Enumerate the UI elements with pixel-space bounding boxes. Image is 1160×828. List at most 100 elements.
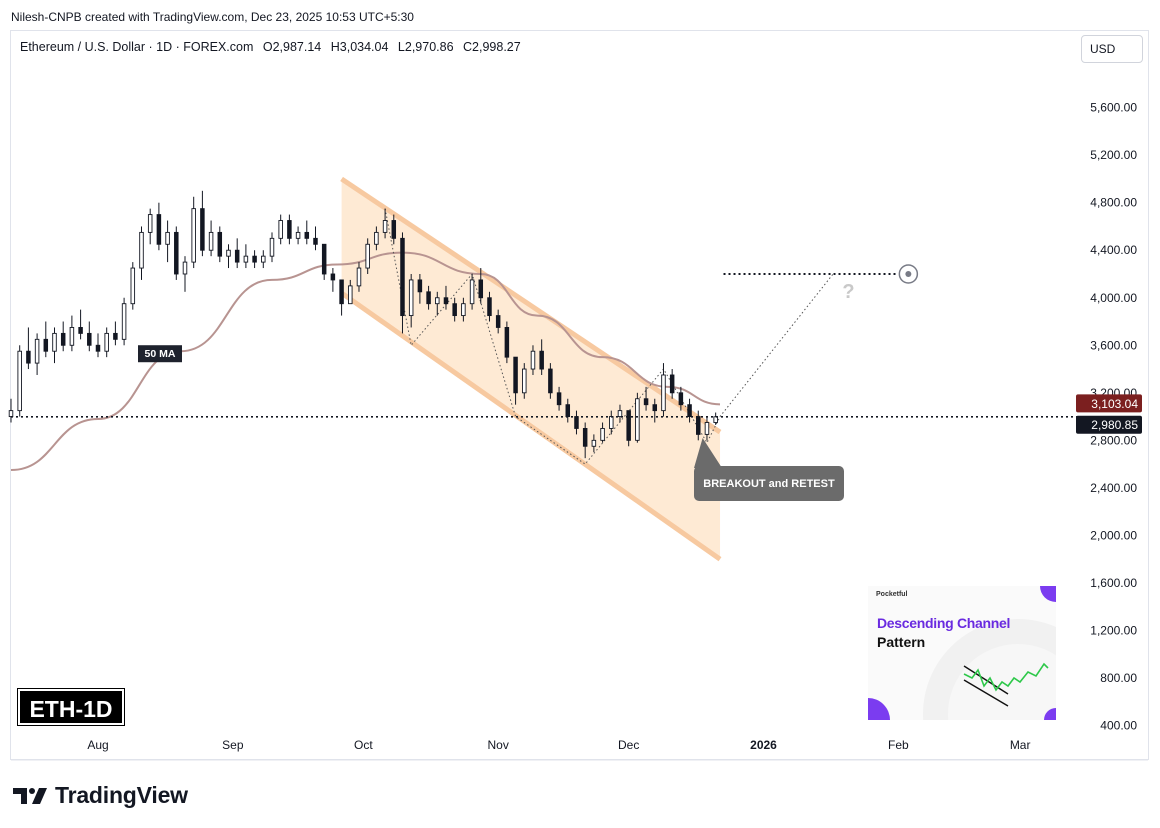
candle — [321, 243, 327, 280]
candle — [147, 208, 153, 245]
candle-body — [435, 297, 440, 305]
candle — [426, 285, 431, 310]
tradingview-logo-text: TradingView — [55, 782, 188, 808]
candle — [617, 404, 623, 423]
candle-body — [609, 416, 614, 429]
promo-title: Descending Channel — [877, 615, 1011, 631]
candle — [313, 226, 318, 251]
ma-50-line — [10, 251, 721, 472]
promo-card: Pocketful Descending Channel Pattern — [868, 586, 1056, 720]
symbol-name[interactable]: Ethereum / U.S. Dollar · 1D · FOREX.com — [20, 40, 254, 54]
candle-body — [565, 404, 571, 418]
candle-body — [43, 338, 49, 352]
candle — [478, 268, 484, 304]
candle — [495, 309, 501, 334]
ma-label-box — [138, 345, 182, 363]
footer-logo[interactable]: TradingView — [13, 782, 188, 809]
candle — [252, 250, 257, 269]
candle — [435, 291, 440, 316]
ticker-badge: ETH-1D — [17, 688, 125, 726]
candle-body — [382, 220, 388, 233]
candle-body — [60, 332, 66, 346]
candle — [400, 232, 405, 334]
candle-body — [530, 350, 536, 370]
zigzag-projection: ? — [384, 208, 919, 465]
ma-price-badge — [1076, 394, 1142, 413]
candle — [87, 321, 92, 352]
candle-body — [522, 368, 527, 394]
candle — [304, 220, 310, 245]
x-tick-label: Sep — [222, 738, 244, 752]
candle-body — [243, 255, 249, 263]
candle-body — [69, 327, 75, 346]
candle — [60, 321, 66, 352]
callout-text: BREAKOUT and RETEST — [703, 478, 835, 490]
candle-body — [635, 398, 640, 441]
last-price-text: 2,980.85 — [1091, 418, 1138, 432]
candle-body — [261, 255, 266, 263]
x-tick-label: Nov — [488, 738, 509, 752]
candle — [443, 285, 449, 310]
candle — [8, 398, 14, 423]
candle-body — [400, 237, 405, 317]
candle-body — [191, 208, 196, 263]
candle-body — [17, 350, 22, 412]
candle-body — [678, 392, 684, 406]
candle — [52, 327, 57, 364]
y-tick-label: 4,800.00 — [1090, 196, 1137, 210]
candle — [417, 273, 423, 304]
candle-body — [147, 214, 153, 233]
currency-button[interactable]: USD — [1081, 35, 1143, 63]
candle-body — [217, 231, 223, 257]
channel-upper-edge — [340, 176, 722, 435]
candle — [130, 262, 136, 310]
candle — [382, 208, 388, 239]
candle — [34, 333, 40, 375]
candle — [339, 279, 344, 316]
candle — [504, 321, 510, 364]
candle — [556, 386, 562, 411]
candle — [696, 410, 701, 441]
candle-body — [504, 327, 510, 358]
target-marker-dot — [905, 270, 912, 277]
ma-label-text: 50 MA — [145, 348, 176, 360]
candle-body — [574, 416, 579, 429]
candle — [234, 238, 240, 269]
y-tick-label: 3,600.00 — [1090, 338, 1137, 352]
candle-body — [591, 439, 597, 447]
callout-pointer — [694, 437, 722, 468]
candle-body — [487, 297, 492, 317]
candle-body — [417, 279, 423, 293]
candle-body — [461, 303, 466, 317]
candle-body — [78, 327, 83, 334]
candle-body — [556, 392, 562, 406]
candle-body — [669, 374, 675, 394]
candle — [652, 398, 658, 423]
candle-body — [443, 297, 449, 305]
candle — [687, 398, 692, 423]
x-tick-label: Aug — [87, 738, 108, 752]
promo-brand: Pocketful — [876, 591, 908, 598]
candle-body — [513, 356, 518, 394]
candle-body — [617, 410, 623, 418]
x-tick-label: Oct — [354, 738, 373, 752]
candle — [261, 250, 266, 269]
candle-body — [495, 315, 501, 328]
candle — [661, 363, 666, 417]
candle — [626, 410, 631, 447]
y-tick-label: 2,400.00 — [1090, 481, 1137, 495]
candle — [461, 297, 466, 322]
y-tick-label: 5,600.00 — [1090, 101, 1137, 115]
candle — [165, 220, 170, 263]
candle — [469, 273, 475, 310]
ohlc-low: L2,970.86 — [397, 40, 454, 54]
candle-body — [452, 303, 457, 317]
tradingview-logo-icon — [13, 787, 47, 804]
candle — [208, 220, 214, 257]
ohlc-open: O2,987.14 — [262, 40, 322, 54]
candle — [243, 244, 249, 269]
candle — [678, 386, 684, 411]
candle-body — [104, 332, 109, 352]
candle-body — [582, 428, 588, 447]
